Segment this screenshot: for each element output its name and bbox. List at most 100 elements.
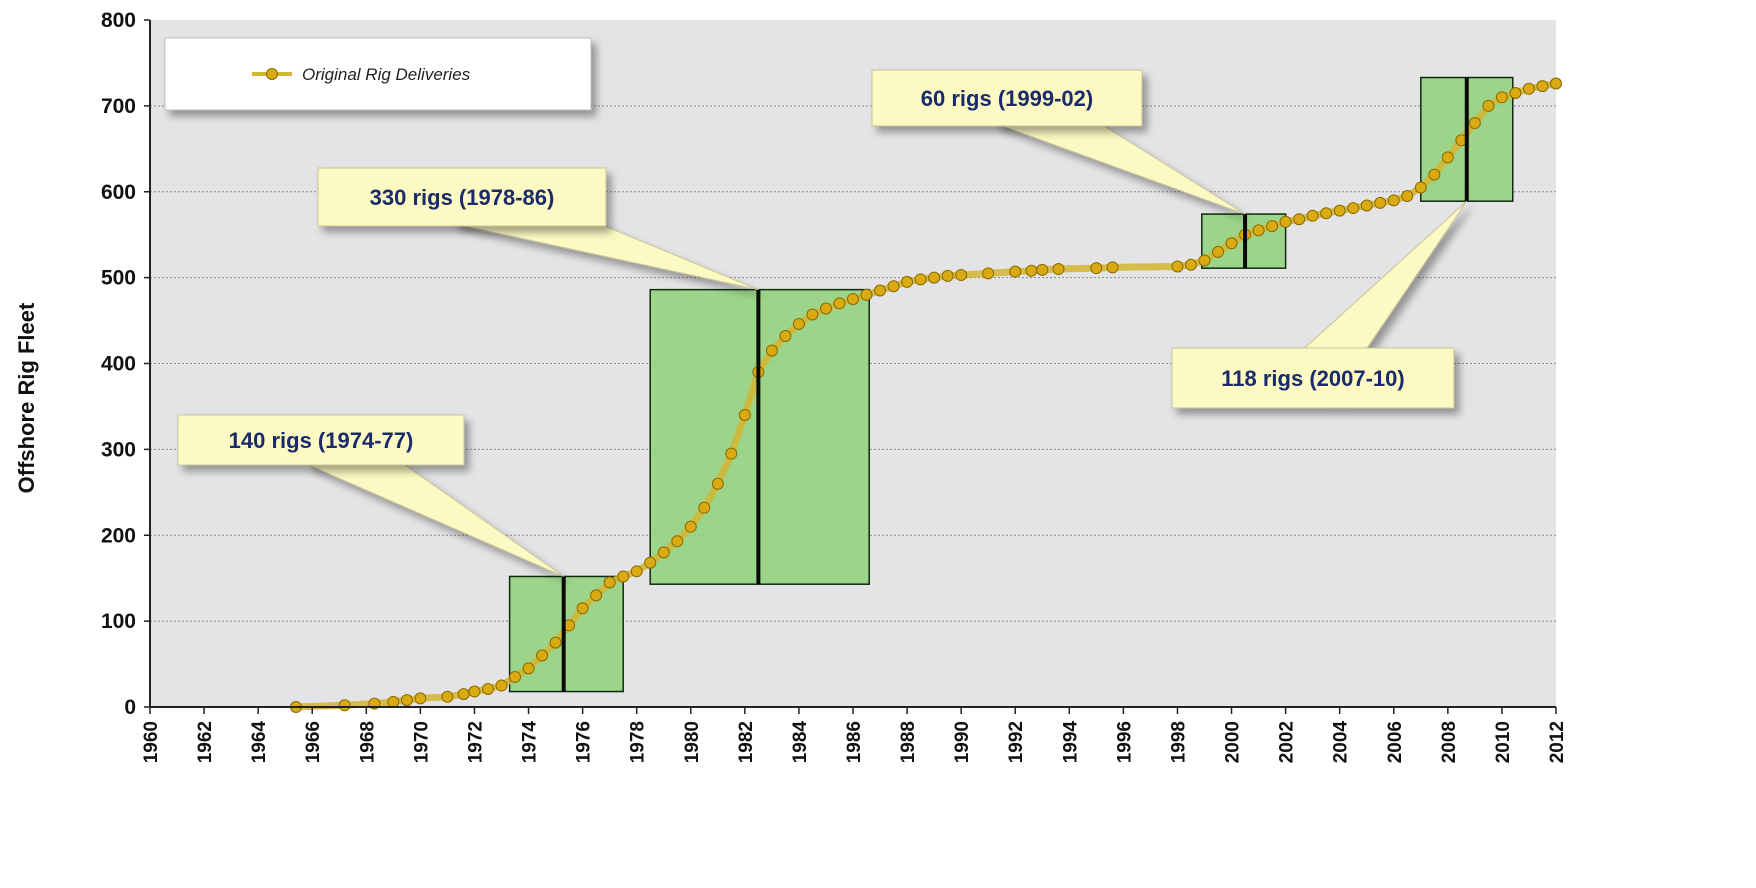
data-point (1522, 82, 1535, 95)
x-tick-label: 1986 (844, 721, 865, 763)
x-tick-label: 1978 (628, 721, 649, 763)
data-point (779, 330, 792, 343)
data-point (1052, 263, 1065, 276)
x-tick-label: 1972 (465, 721, 486, 763)
callout-box (1171, 347, 1455, 409)
data-point (338, 699, 351, 712)
data-point (1360, 199, 1373, 212)
x-tick-label: 1980 (682, 721, 703, 763)
data-point (1509, 86, 1522, 99)
data-point (1106, 261, 1119, 274)
data-point (509, 670, 522, 683)
x-tick-label: 1966 (303, 721, 324, 763)
callout-label: 330 rigs (1978-86) (370, 185, 555, 210)
x-tick-label: 2004 (1331, 721, 1352, 764)
x-tick-label: 2000 (1223, 721, 1244, 763)
axes: 0 100 200 300 400 500 600 700 800 1960 1962 1964 196… (101, 9, 1568, 763)
y-tick-label: 500 (101, 267, 136, 290)
x-tick-label: 2010 (1493, 721, 1514, 763)
data-point (1090, 262, 1103, 275)
data-point (1198, 254, 1211, 267)
data-point (457, 688, 470, 701)
data-point (414, 692, 427, 705)
callout-box (317, 167, 607, 227)
data-point (1414, 181, 1427, 194)
x-tick-label: 1996 (1114, 721, 1135, 763)
data-point (1279, 215, 1292, 228)
data-point (1441, 151, 1454, 164)
data-point (549, 636, 562, 649)
data-point (901, 275, 914, 288)
data-point (481, 682, 494, 695)
x-tick-label: 2012 (1547, 721, 1568, 763)
data-point (1252, 224, 1265, 237)
series-original-rig-deliveries (290, 77, 1562, 713)
callout: 140 rigs (1974-77) (177, 414, 564, 577)
data-point (1009, 265, 1022, 278)
data-point (1347, 202, 1360, 215)
x-tick-label: 1974 (520, 721, 541, 764)
data-point (441, 690, 454, 703)
data-point (698, 501, 711, 514)
data-point (847, 293, 859, 306)
callout: 330 rigs (1978-86) (317, 167, 759, 291)
data-point (590, 589, 603, 602)
x-tick-label: 1992 (1006, 721, 1027, 763)
x-tick-label: 1962 (195, 721, 216, 763)
data-point (1550, 77, 1562, 90)
legend-label: Original Rig Deliveries (302, 65, 471, 84)
callout-label: 140 rigs (1974-77) (229, 428, 414, 453)
data-point (630, 565, 643, 578)
data-point (671, 535, 684, 548)
data-point (1536, 80, 1549, 93)
data-point (874, 284, 887, 297)
data-point (711, 477, 724, 490)
x-tick-label: 1970 (411, 721, 432, 763)
x-tick-label: 1982 (736, 721, 757, 763)
y-tick-label: 300 (101, 438, 136, 461)
data-point (1428, 168, 1441, 181)
data-point (644, 556, 657, 569)
x-tick-label: 2008 (1439, 721, 1460, 763)
data-point (1320, 207, 1333, 220)
data-point (468, 685, 481, 698)
data-point (860, 288, 873, 301)
data-point (955, 269, 968, 282)
callout-label: 60 rigs (1999-02) (921, 86, 1093, 111)
y-tick-label: 600 (101, 181, 136, 204)
callout: 118 rigs (2007-10) (1171, 200, 1468, 409)
callout-box (871, 69, 1143, 127)
data-point (1025, 264, 1038, 277)
x-tick-label: 2006 (1385, 721, 1406, 763)
callout-label: 118 rigs (2007-10) (1221, 366, 1404, 391)
y-axis-label: Offshore Rig Fleet (14, 302, 39, 493)
x-tick-label: 1990 (952, 721, 973, 763)
data-point (725, 447, 738, 460)
data-point (833, 297, 846, 310)
data-point (1036, 263, 1049, 276)
data-point (792, 317, 805, 330)
x-tick-label: 2002 (1277, 721, 1298, 763)
data-point (1184, 258, 1197, 271)
data-point (1401, 190, 1414, 203)
data-point (738, 409, 751, 422)
y-tick-label: 0 (124, 696, 136, 719)
data-point (400, 694, 413, 707)
data-point (536, 649, 549, 662)
data-point (928, 271, 941, 284)
data-point (887, 280, 900, 293)
callouts: 140 rigs (1974-77) 330 rigs (1978-86) 60 r… (177, 69, 1468, 577)
data-point (657, 546, 670, 559)
data-point (1495, 91, 1508, 104)
data-point (1306, 209, 1319, 222)
data-point (914, 273, 927, 286)
x-tick-label: 1994 (1060, 721, 1081, 764)
data-point (765, 344, 778, 357)
y-tick-label: 800 (101, 9, 136, 32)
data-point (603, 576, 616, 589)
y-tick-label: 100 (101, 610, 136, 633)
x-tick-label: 1984 (790, 721, 811, 764)
band-midlines (561, 77, 1469, 692)
data-point (819, 302, 832, 315)
